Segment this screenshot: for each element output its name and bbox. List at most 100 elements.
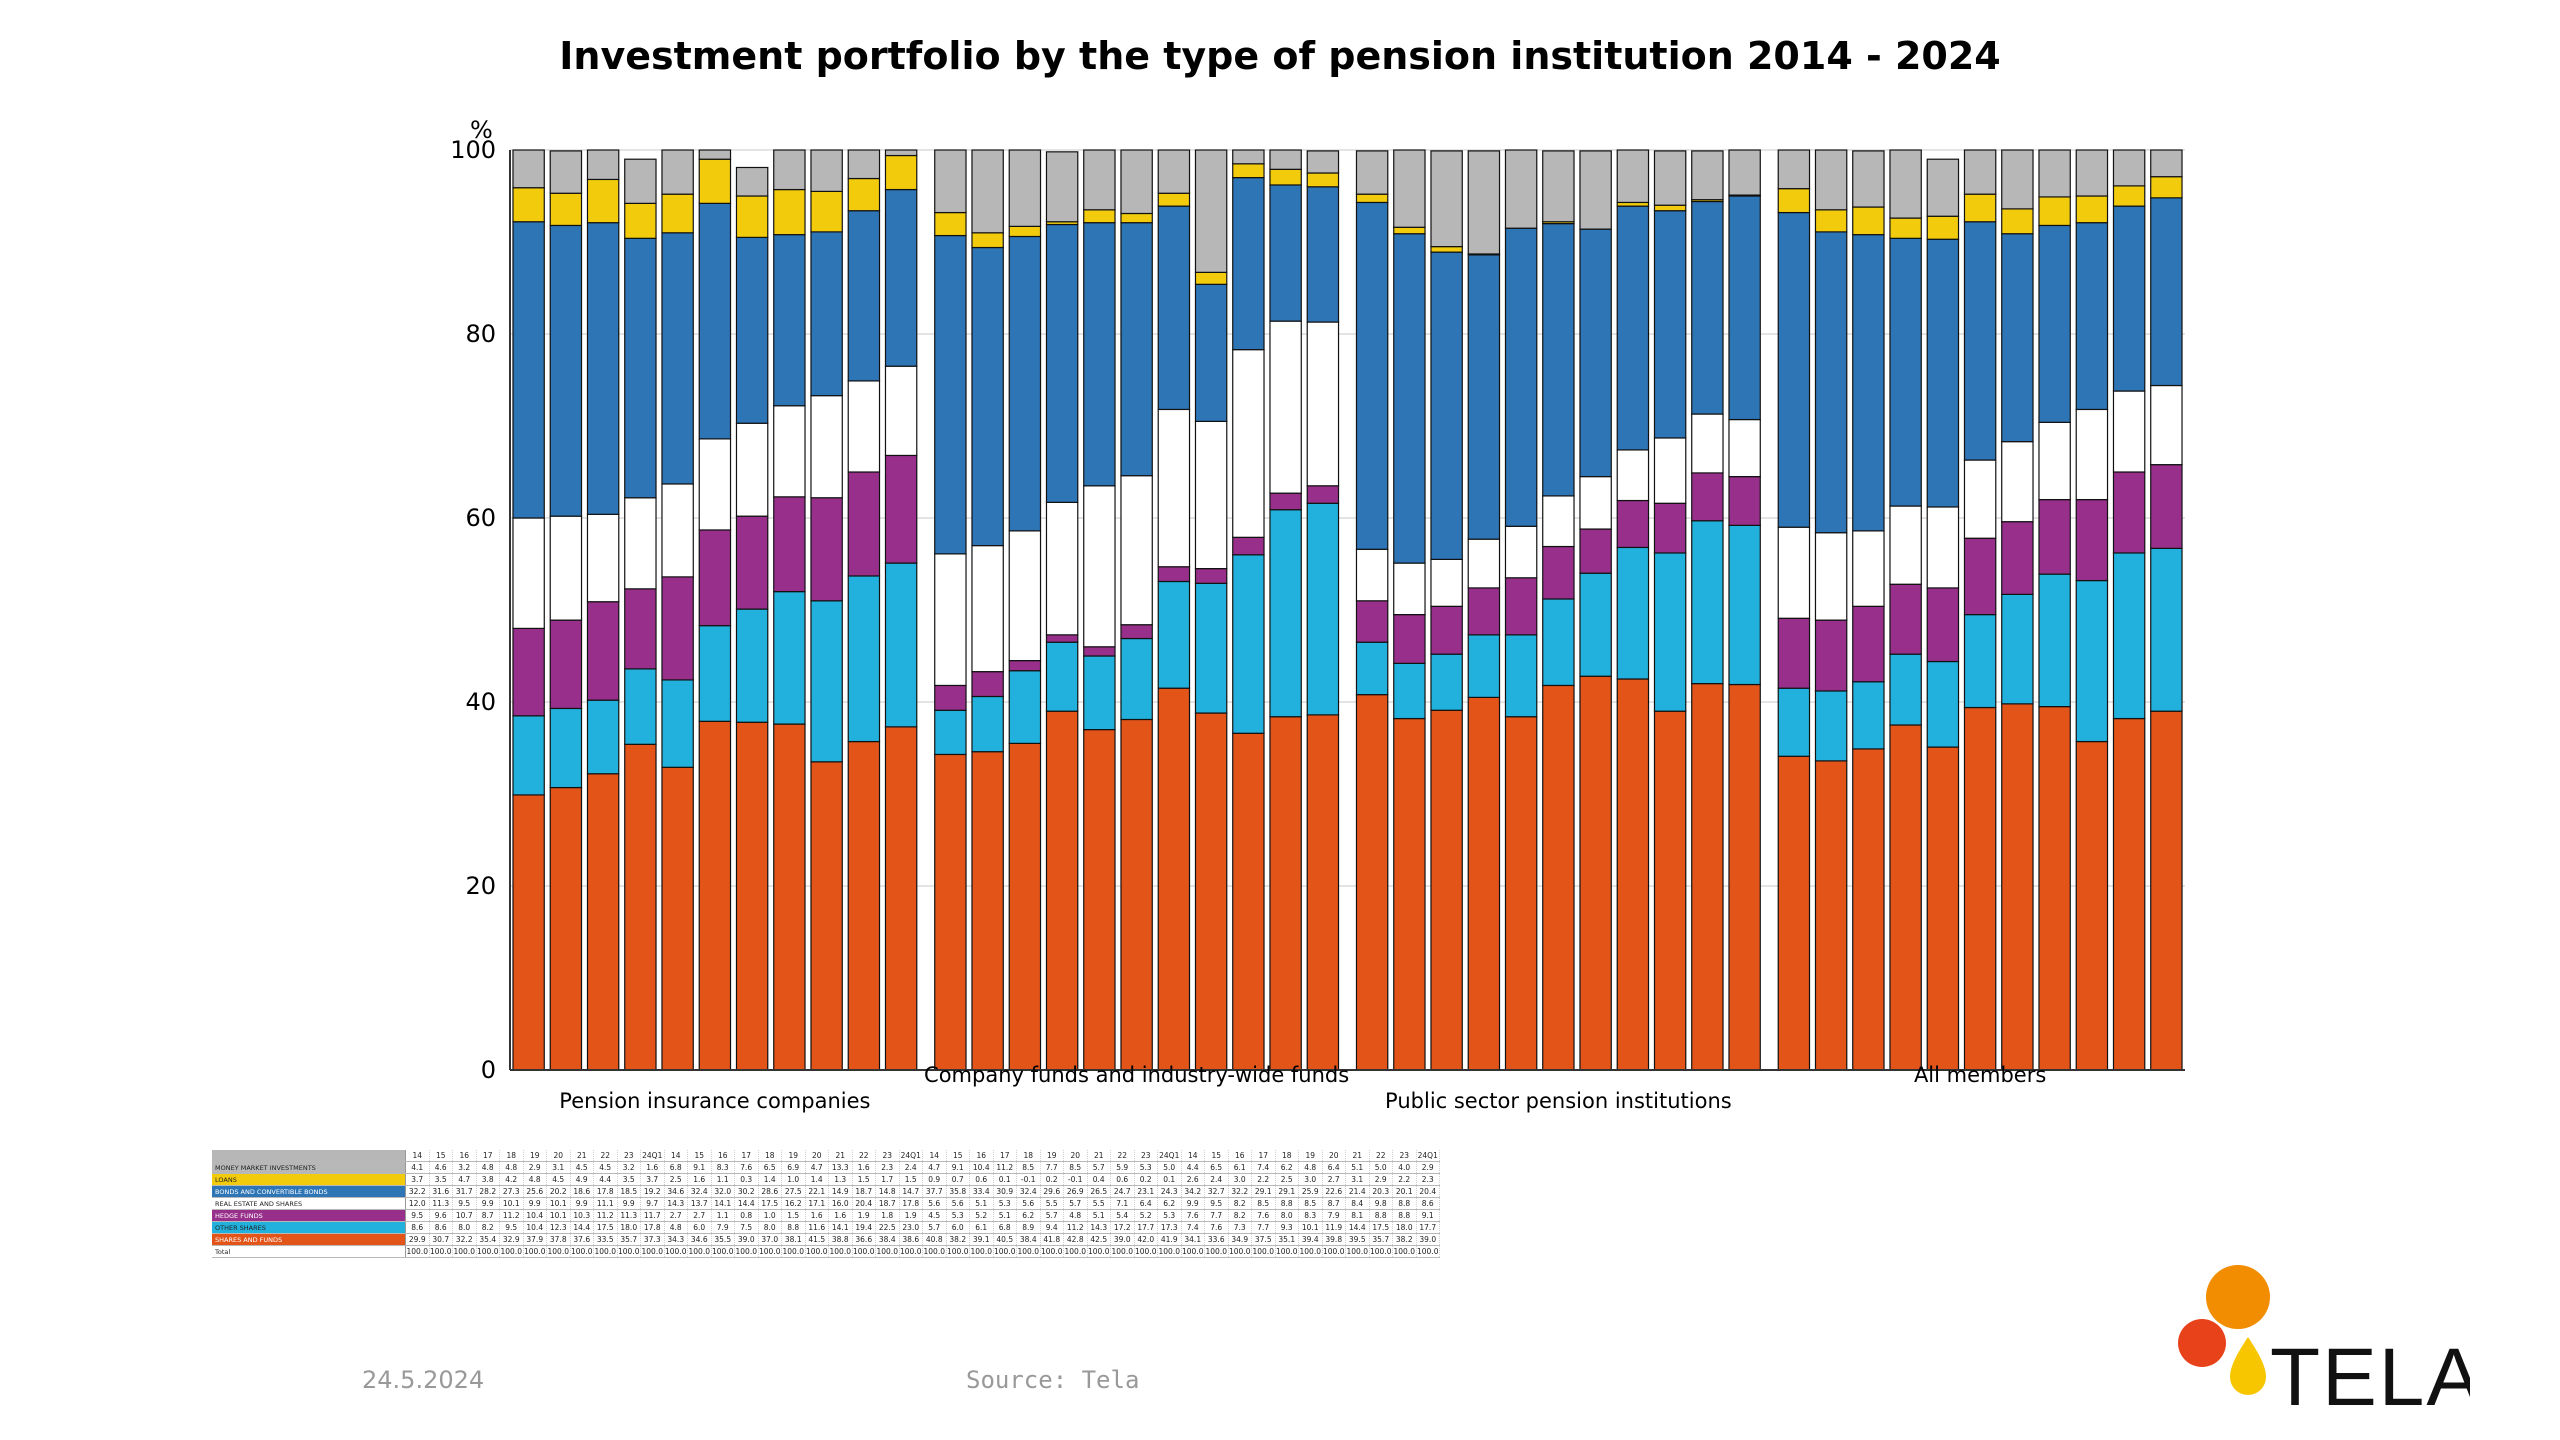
table-cell: 18.0 [1392, 1221, 1417, 1234]
table-cell: 2.4 [899, 1161, 923, 1174]
table-cell: 22 [1369, 1150, 1393, 1162]
bar-segment-other-shares [698, 625, 732, 722]
table-cell: 38.1 [781, 1233, 806, 1246]
bar-segment-loans [847, 177, 881, 212]
bar-segment-shares [1269, 716, 1302, 1071]
bar-segment-real-estate [2112, 390, 2146, 473]
bar-segment-shares [1467, 696, 1501, 1071]
table-cell: 10.7 [452, 1209, 477, 1222]
bar-segment-money-market [1083, 149, 1116, 211]
table-cell: 4.8 [1298, 1161, 1323, 1174]
table-cell: 4.8 [523, 1173, 547, 1186]
table-cell: 4.1 [405, 1161, 430, 1174]
bar-segment-real-estate [1963, 459, 1997, 539]
bar-segment-hedge [971, 671, 1004, 698]
logo-orange-circle [2206, 1265, 2270, 1329]
bar-segment-money-market [1542, 150, 1575, 223]
bar-segment-bonds [1467, 254, 1501, 540]
group-label: Public sector pension institutions [1385, 1089, 1732, 1113]
table-cell: 19.4 [852, 1221, 876, 1234]
bar-segment-real-estate [1269, 320, 1302, 494]
table-cell: 2.7 [1322, 1173, 1346, 1186]
bar-segment-bonds [1083, 222, 1116, 487]
bar-segment-loans [735, 195, 769, 239]
table-cell: 17.1 [805, 1197, 829, 1210]
table-cell: 30.2 [734, 1185, 759, 1198]
bar-segment-other-shares [2150, 547, 2183, 712]
table-cell: 13.7 [687, 1197, 712, 1210]
bar-segment-loans [2150, 176, 2183, 199]
bar-segment-money-market [1504, 149, 1538, 229]
bar-segment-loans [2075, 195, 2109, 224]
bar-segment-money-market [773, 149, 806, 191]
bar-segment-money-market [512, 149, 545, 189]
bar-segment-real-estate [1926, 506, 1960, 589]
bar-segment-other-shares [1926, 660, 1960, 748]
table-cell: 100.0 [969, 1245, 994, 1258]
bar-segment-bonds [735, 236, 769, 424]
table-cell: 100.0 [922, 1245, 947, 1258]
table-cell: 1.5 [852, 1173, 876, 1186]
table-cell: 100.0 [1181, 1245, 1205, 1258]
table-cell: 20 [1063, 1150, 1088, 1162]
table-cell: 41.8 [1040, 1233, 1064, 1246]
bar-segment-money-market [1963, 149, 1997, 195]
table-cell: 9.9 [476, 1197, 500, 1210]
table-cell: 17.8 [593, 1185, 618, 1198]
table-row-label: MONEY MARKET INVESTMENTS [212, 1161, 406, 1174]
table-cell: 3.7 [405, 1173, 430, 1186]
table-cell: 7.3 [1228, 1221, 1252, 1234]
bar-segment-loans [624, 202, 657, 239]
bar-segment-other-shares [1008, 670, 1042, 744]
table-row-label: HEDGE FUNDS [212, 1209, 406, 1222]
table-cell: 100.0 [1228, 1245, 1252, 1258]
table-cell: 15 [687, 1150, 712, 1162]
table-cell: 39.0 [734, 1233, 759, 1246]
table-cell: 29.9 [405, 1233, 430, 1246]
table-cell: 2.9 [1369, 1173, 1393, 1186]
table-cell: 1.9 [899, 1209, 923, 1222]
table-cell: 6.0 [687, 1221, 712, 1234]
table-cell: 26.9 [1063, 1185, 1088, 1198]
table-cell: 23 [617, 1150, 641, 1162]
table-cell: 17.7 [1416, 1221, 1440, 1234]
bar-segment-other-shares [586, 699, 620, 775]
bar-segment-bonds [1157, 205, 1191, 411]
table-cell: 5.0 [1157, 1161, 1182, 1174]
bar-segment-real-estate [512, 517, 545, 630]
bar-segment-bonds [512, 221, 545, 519]
table-cell: 10.3 [570, 1209, 594, 1222]
table-cell: 20.1 [1392, 1185, 1417, 1198]
table-cell: 3.7 [640, 1173, 665, 1186]
bar-segment-real-estate [2038, 421, 2071, 501]
bar-segment-bonds [1393, 233, 1426, 564]
table-cell: 14.1 [711, 1197, 735, 1210]
table-cell: 28.6 [758, 1185, 782, 1198]
table-cell: 42.8 [1063, 1233, 1088, 1246]
bar-segment-real-estate [1157, 408, 1191, 568]
table-cell: 5.1 [993, 1209, 1017, 1222]
table-cell: 35.7 [617, 1233, 641, 1246]
bar-segment-loans [1194, 271, 1228, 285]
table-cell: 18.7 [852, 1185, 876, 1198]
table-cell: 100.0 [1204, 1245, 1229, 1258]
table-cell: 100.0 [781, 1245, 806, 1258]
table-cell: 8.3 [711, 1161, 735, 1174]
table-cell: 18 [1275, 1150, 1299, 1162]
bar-segment-money-market [1616, 149, 1650, 204]
table-cell: 4.8 [664, 1221, 688, 1234]
table-cell: 7.5 [734, 1221, 759, 1234]
table-cell: 35.7 [1369, 1233, 1393, 1246]
table-cell: 20 [805, 1150, 829, 1162]
bar-segment-real-estate [661, 483, 694, 578]
table-cell: 17 [1251, 1150, 1276, 1162]
table-cell: 8.6 [1416, 1197, 1440, 1210]
table-row-label: BONDS AND CONVERTIBLE BONDS [212, 1185, 406, 1198]
table-cell: 1.5 [781, 1209, 806, 1222]
bar-segment-hedge [1232, 536, 1265, 556]
bar-segment-hedge [1963, 537, 1997, 616]
table-cell: 37.6 [570, 1233, 594, 1246]
table-cell: 9.4 [1040, 1221, 1064, 1234]
table-cell: 20 [546, 1150, 571, 1162]
bar-segment-bonds [934, 234, 967, 555]
